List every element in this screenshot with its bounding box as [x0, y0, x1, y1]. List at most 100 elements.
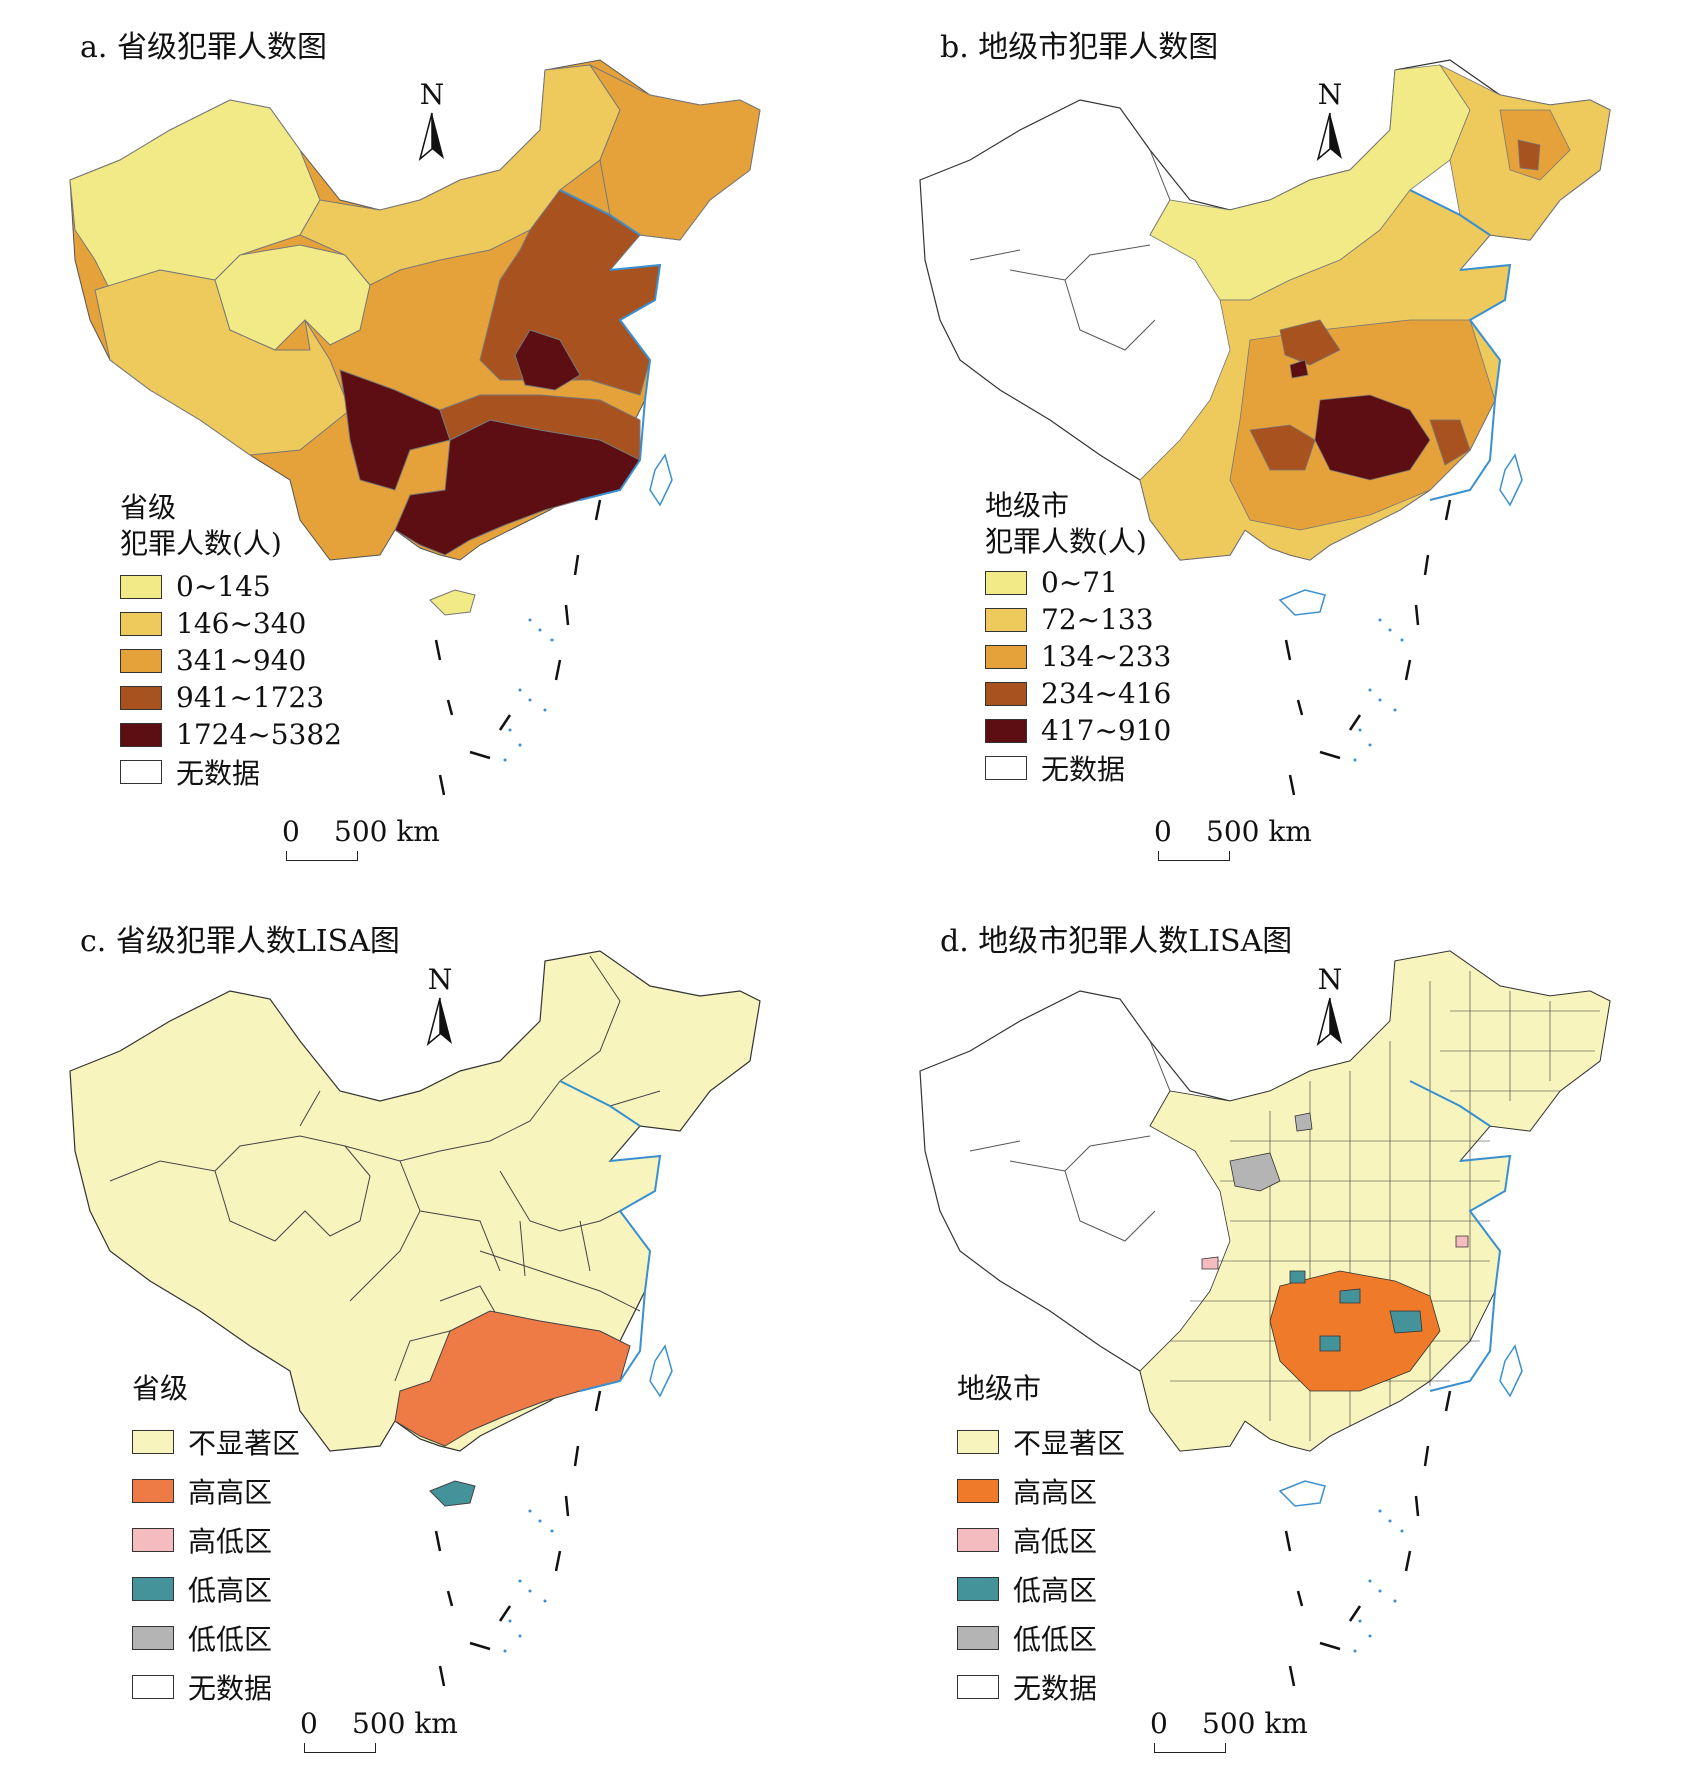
- coastline: [1409, 1080, 1512, 1392]
- legend-swatch: [985, 718, 1027, 743]
- legend-label: 高低区: [1013, 1524, 1098, 1558]
- region-high-high: [1269, 1270, 1441, 1392]
- legend-item: 高低区: [957, 1515, 1125, 1564]
- legend-item: 高高区: [957, 1466, 1125, 1515]
- legend-swatch: [985, 570, 1027, 595]
- nine-dash-line: [434, 499, 602, 796]
- map-c: [69, 950, 761, 1687]
- legend-swatch: [957, 1527, 999, 1552]
- region-brown-cluster: [1279, 319, 1341, 366]
- legend-label: 1724~5382: [176, 718, 342, 751]
- scale-zero: 0: [300, 1707, 318, 1740]
- legend-swatch: [957, 1429, 999, 1454]
- region-low-low-1: [1229, 1152, 1281, 1192]
- legend-label: 无数据: [188, 1671, 273, 1705]
- region-low-high-2: [1389, 1310, 1423, 1334]
- legend-item: 134~233: [985, 638, 1171, 675]
- legend-swatch: [985, 644, 1027, 669]
- legend-swatch: [985, 607, 1027, 632]
- legend: 地级市 犯罪人数(人) 0~71 72~133 134~233 234~416 417~…: [985, 488, 1171, 786]
- legend-label: 0~71: [1041, 566, 1118, 599]
- scale-text: 500 km: [1202, 1707, 1308, 1740]
- south-sea-islands: [503, 618, 554, 762]
- map-b: [919, 59, 1611, 796]
- coastline: [1409, 189, 1512, 501]
- region-brown-east: [1429, 419, 1471, 466]
- legend-swatch: [120, 611, 162, 636]
- legend-label: 341~940: [176, 644, 307, 677]
- scale-text: 500 km: [1206, 815, 1312, 848]
- legend-swatch: [132, 1527, 174, 1552]
- coastline: [559, 189, 662, 501]
- legend-swatch: [957, 1674, 999, 1699]
- legend-swatch: [957, 1625, 999, 1650]
- panel-title: b. 地级市犯罪人数图: [940, 30, 1219, 65]
- north-arrow-icon: [1316, 112, 1342, 162]
- region-high-high: [394, 1310, 631, 1447]
- region-dark-small: [1289, 359, 1309, 379]
- south-sea-islands: [503, 1509, 554, 1653]
- nine-dash-line: [1284, 499, 1452, 796]
- region-low-low-2: [1294, 1112, 1313, 1132]
- legend-swatch: [132, 1674, 174, 1699]
- panel-title: d. 地级市犯罪人数LISA图: [940, 924, 1293, 959]
- panel-title: c. 省级犯罪人数LISA图: [80, 924, 400, 959]
- region-hainan: [1278, 589, 1326, 616]
- legend-item: 无数据: [132, 1662, 300, 1711]
- legend-label: 417~910: [1041, 714, 1172, 747]
- legend-item: 低低区: [132, 1613, 300, 1662]
- legend-label: 高低区: [188, 1524, 273, 1558]
- legend-swatch: [132, 1478, 174, 1503]
- nine-dash-line: [1284, 1390, 1452, 1687]
- region-ne-brown: [1517, 139, 1541, 171]
- region-sichuan: [339, 369, 451, 491]
- scale-zero: 0: [1150, 1707, 1168, 1740]
- south-sea-islands: [1353, 1509, 1404, 1653]
- legend-item: 941~1723: [120, 679, 342, 716]
- province-borders: [109, 955, 661, 1382]
- region-taiwan: [649, 453, 673, 507]
- scale-zero: 0: [1154, 815, 1172, 848]
- legend-title-1: 省级: [120, 491, 177, 524]
- panel-b-city-crime-map: b. 地级市犯罪人数图 N 地级市 犯罪人数(人) 0~71 72~133 134~…: [850, 0, 1700, 891]
- region-low-high-1: [1339, 1288, 1361, 1304]
- legend-swatch: [120, 574, 162, 599]
- region-shaanxi: [514, 329, 581, 391]
- legend-item: 低高区: [957, 1564, 1125, 1613]
- legend: 省级 犯罪人数(人) 0~145 146~340 341~940 941~1723 17…: [120, 490, 342, 790]
- north-label: N: [419, 78, 445, 111]
- region-dark-cluster: [1314, 394, 1431, 481]
- legend-swatch: [132, 1576, 174, 1601]
- region-taiwan: [1499, 453, 1523, 507]
- legend: 地级市 不显著区 高高区 高低区 低高区 低低区 无数据: [957, 1371, 1125, 1711]
- legend-item: 0~71: [985, 564, 1171, 601]
- legend-swatch: [120, 722, 162, 747]
- region-hainan: [429, 589, 476, 616]
- region-qinghai: [214, 244, 371, 351]
- legend-label: 134~233: [1041, 640, 1172, 673]
- legend-item: 无数据: [985, 749, 1171, 786]
- legend-label: 不显著区: [188, 1426, 301, 1460]
- legend-item: 高低区: [132, 1515, 300, 1564]
- scale-text: 500 km: [334, 815, 440, 848]
- legend-swatch: [985, 755, 1027, 780]
- nine-dash-line: [434, 1390, 602, 1687]
- legend-swatch: [985, 681, 1027, 706]
- scale-bar-line: [1158, 851, 1230, 861]
- legend: 省级 不显著区 高高区 高低区 低高区 低低区 无数据: [132, 1371, 300, 1711]
- region-low-high-hainan: [429, 1480, 476, 1507]
- legend-item: 低高区: [132, 1564, 300, 1613]
- north-label: N: [427, 963, 453, 996]
- south-sea-islands: [1353, 618, 1404, 762]
- legend-title-1: 地级市: [985, 489, 1070, 522]
- north-arrow-icon: [418, 112, 444, 162]
- legend-item: 无数据: [120, 753, 342, 790]
- legend-item: 234~416: [985, 675, 1171, 712]
- legend-item: 高高区: [132, 1466, 300, 1515]
- map-d: [919, 950, 1611, 1687]
- region-brown-south: [1249, 424, 1316, 471]
- north-arrow-icon: [426, 997, 452, 1047]
- north-label: N: [1317, 78, 1343, 111]
- region-taiwan: [1499, 1344, 1523, 1398]
- legend-item: 72~133: [985, 601, 1171, 638]
